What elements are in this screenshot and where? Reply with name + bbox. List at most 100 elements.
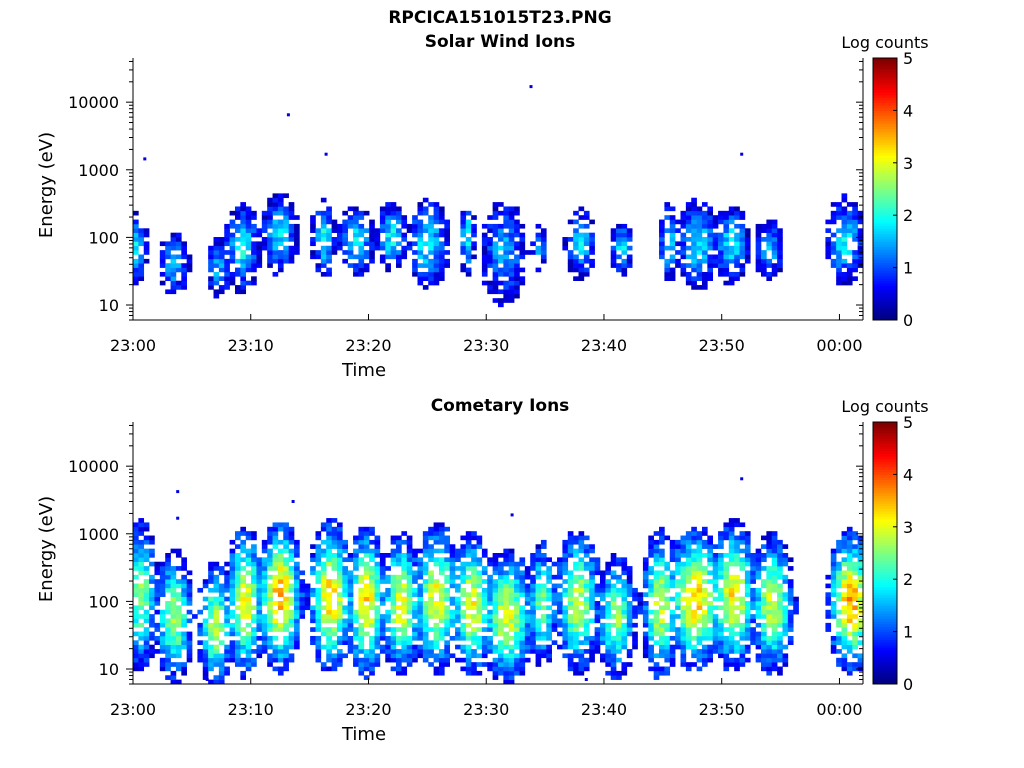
cometary-colorbar-band [873,558,897,562]
cometary-cell [154,627,161,632]
cometary-cell [347,601,354,606]
cometary-cell [777,644,783,650]
solar-wind-cell [771,241,778,247]
cometary-cell [508,627,515,632]
solar-wind-cell [530,250,536,255]
cometary-cell [680,644,687,650]
cometary-x-tick-label: 23:20 [345,700,391,719]
cometary-cell [701,544,708,549]
cometary-cell [766,601,773,606]
cometary-cell [707,657,714,663]
cometary-cell [428,601,434,606]
cometary-cell [701,635,708,641]
cometary-cell [465,644,472,650]
cometary-cell [567,592,574,597]
cometary-cell [771,587,778,593]
cometary-cell [261,631,268,637]
solar-wind-cell [165,267,171,273]
cometary-cell [422,539,429,545]
cometary-cell [310,618,316,624]
solar-wind-cell [669,215,676,220]
cometary-cell [320,596,327,602]
solar-wind-cell [616,241,622,247]
solar-wind-cell [465,241,472,247]
cometary-cell [181,635,187,641]
cometary-cell [433,557,440,563]
solar-wind-cell [669,232,676,238]
solar-wind-cell [728,245,735,251]
cometary-cell [261,601,268,606]
solar-wind-cell [739,241,746,247]
cometary-cell [374,579,381,584]
cometary-cell [390,596,397,602]
cometary-colorbar-band [873,618,897,622]
cometary-cell [170,644,177,650]
cometary-cell [261,583,268,589]
solar-wind-cell [251,215,257,220]
cometary-cell [283,557,289,563]
cometary-cell [540,583,547,589]
cometary-cell [841,635,848,641]
solar-wind-cell [508,267,515,273]
solar-wind-cell [664,258,671,264]
solar-wind-cell [208,263,214,268]
solar-wind-cell [294,245,300,251]
cometary-cell [712,574,719,580]
cometary-colorbar-band [873,634,897,638]
cometary-cell [213,653,220,659]
cometary-cell [610,649,617,654]
cometary-cell [562,622,569,628]
cometary-cell [331,566,338,571]
solar-wind-cell [696,271,703,277]
solar-wind-cell [342,237,349,242]
solar-wind-cell [771,245,778,251]
cometary-cell [648,544,654,549]
solar-wind-cell [385,254,391,260]
cometary-cell [133,574,139,580]
solar-wind-colorbar-band [873,238,897,242]
cometary-cell [562,566,569,571]
cometary-cell [503,662,510,667]
cometary-cell [766,662,773,667]
cometary-cell [766,666,773,672]
cometary-cell [438,670,445,676]
solar-wind-cell [514,263,520,268]
solar-wind-cell [691,202,697,207]
cometary-cell [852,635,858,641]
cometary-cell [621,662,628,667]
solar-wind-colorbar-band [873,191,897,195]
solar-wind-cell [728,210,735,216]
cometary-colorbar-band [873,471,897,475]
cometary-cell [852,566,858,571]
cometary-cell [503,596,510,602]
cometary-cell [524,657,531,663]
solar-wind-cell [245,215,252,220]
cometary-cell [707,601,714,606]
solar-wind-cell [433,263,440,268]
cometary-cell [181,579,187,584]
solar-wind-cell [771,263,778,268]
cometary-cell [519,662,526,667]
cometary-cell [138,662,145,667]
solar-wind-cell [739,237,746,242]
cometary-cell [218,566,225,571]
cometary-cell [401,531,408,536]
cometary-cell [165,635,171,641]
cometary-colorbar-band [873,432,897,436]
cometary-cell [331,587,338,593]
solar-wind-cell [267,223,273,229]
cometary-cell [761,657,767,663]
solar-wind-cell [261,245,268,251]
cometary-cell [347,635,354,641]
solar-wind-cell [696,215,703,220]
cometary-cell [836,544,842,549]
cometary-cell [841,579,848,584]
solar-wind-cell [277,263,284,268]
solar-wind-cell [229,237,236,242]
cometary-cell [363,592,370,597]
cometary-cell [460,622,467,628]
cometary-cell [433,666,440,672]
cometary-cell [642,622,649,628]
cometary-cell [460,592,467,597]
cometary-colorbar-band [873,626,897,630]
